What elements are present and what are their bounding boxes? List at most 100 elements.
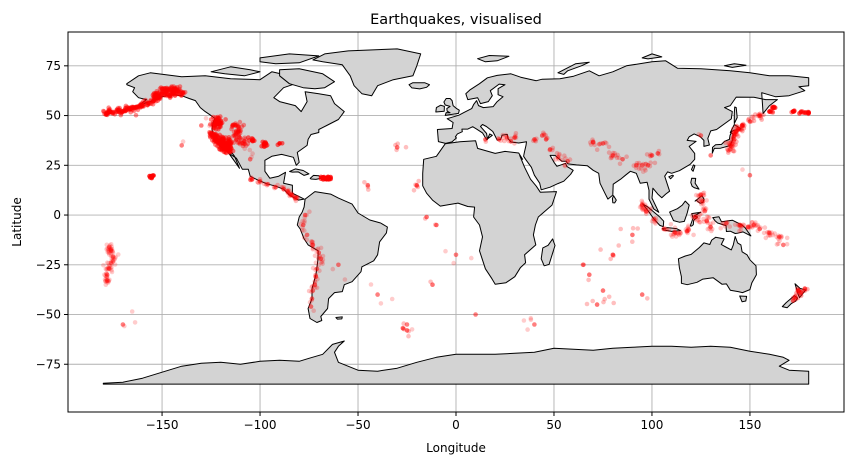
earthquake-point [179,90,184,95]
earthquake-point [236,129,241,134]
earthquake-point [610,153,616,158]
earthquake-point [802,286,808,291]
earthquake-point [747,172,753,178]
arctic-islands-2 [259,53,320,65]
earthquake-point [704,214,710,219]
earthquake-point [443,248,448,254]
y-tick-label: 0 [53,208,61,222]
earthquake-point [105,248,111,254]
earthquake-point [707,215,712,221]
earthquake-point [315,246,321,251]
chart-title: Earthquakes, visualised [370,12,542,28]
earthquake-point [584,301,590,307]
earthquake-point [706,214,711,220]
earthquake-point [342,277,348,282]
earthquake-point [167,87,173,92]
earthquake-point [242,135,247,141]
cuba-land [289,168,310,176]
earthquake-point [502,138,507,144]
earthquake-point [318,260,324,265]
earthquake-point [151,98,157,103]
earthquake-point [123,103,129,109]
earthquake-point [128,109,133,115]
earthquake-point [644,204,649,210]
earthquake-point [774,242,780,247]
earthquake-point [325,175,330,181]
earthquake-point [759,117,764,122]
earthquake-point [414,182,420,188]
earthquake-point [106,105,111,110]
earthquake-point [720,220,725,226]
earthquake-point [544,136,549,141]
earthquake-point [737,222,743,228]
earthquake-point [604,141,609,146]
sri-lanka-land [611,195,617,204]
earthquake-point [678,230,683,236]
earthquake-point [741,223,747,228]
earthquake-point [701,216,706,222]
earthquake-point [559,157,565,163]
earthquake-point [273,184,279,190]
earthquake-point [737,228,742,234]
earthquake-point [673,230,678,236]
tasmania-land [739,295,748,303]
earthquake-point [618,226,623,232]
earthquake-point [640,169,646,174]
earthquake-point [180,139,186,144]
earthquake-point [645,163,651,168]
earthquake-point [404,322,410,327]
earthquake-point [411,188,417,193]
earthquake-point [289,192,294,198]
earthquake-point [154,89,160,94]
earthquake-point [728,147,733,152]
earthquake-point [213,127,219,132]
japan-land [711,132,734,154]
earthquake-point [798,109,804,115]
britain-land [443,98,460,116]
earthquake-point [740,167,745,172]
x-tick-label: −100 [244,418,277,432]
earthquake-point [697,212,703,217]
earthquake-point [697,198,702,204]
earthquake-point [378,301,384,306]
earthquake-point [241,122,247,128]
earthquake-point [316,250,322,256]
earthquake-point [238,136,243,141]
earthquake-point [655,151,661,156]
iceland-land [408,82,430,90]
earthquake-point [772,231,777,236]
earthquake-point [424,214,429,220]
earthquake-point [106,266,112,272]
earthquake-point [395,141,401,146]
earthquake-point [512,135,518,140]
earthquake-point [699,211,704,216]
earthquake-point [677,232,682,238]
earthquake-point [362,180,367,185]
earthquake-point [120,322,126,327]
earthquake-point [307,300,313,305]
x-tick-label: 150 [738,418,761,432]
earthquake-point [693,192,699,198]
earthquake-point [310,246,316,252]
earthquake-point [375,292,380,297]
earthquake-point [620,157,625,162]
earthquake-point [302,218,307,224]
earthquake-point [645,296,650,301]
earthquake-point [177,84,183,89]
earthquake-point [247,157,253,162]
earthquake-point [581,262,586,268]
earthquake-point [630,225,636,231]
earthquake-point [767,230,772,236]
earthquake-point [110,254,116,260]
earthquake-point [281,186,286,192]
earthquake-point [231,140,236,145]
earthquake-point [702,208,708,214]
earthquake-point [117,105,122,111]
earthquake-point [239,124,245,129]
earthquake-point [586,277,591,283]
earthquake-point [132,320,138,325]
earthquake-point [285,188,290,194]
earthquake-point [678,231,683,236]
y-tick-label: −50 [36,308,61,322]
